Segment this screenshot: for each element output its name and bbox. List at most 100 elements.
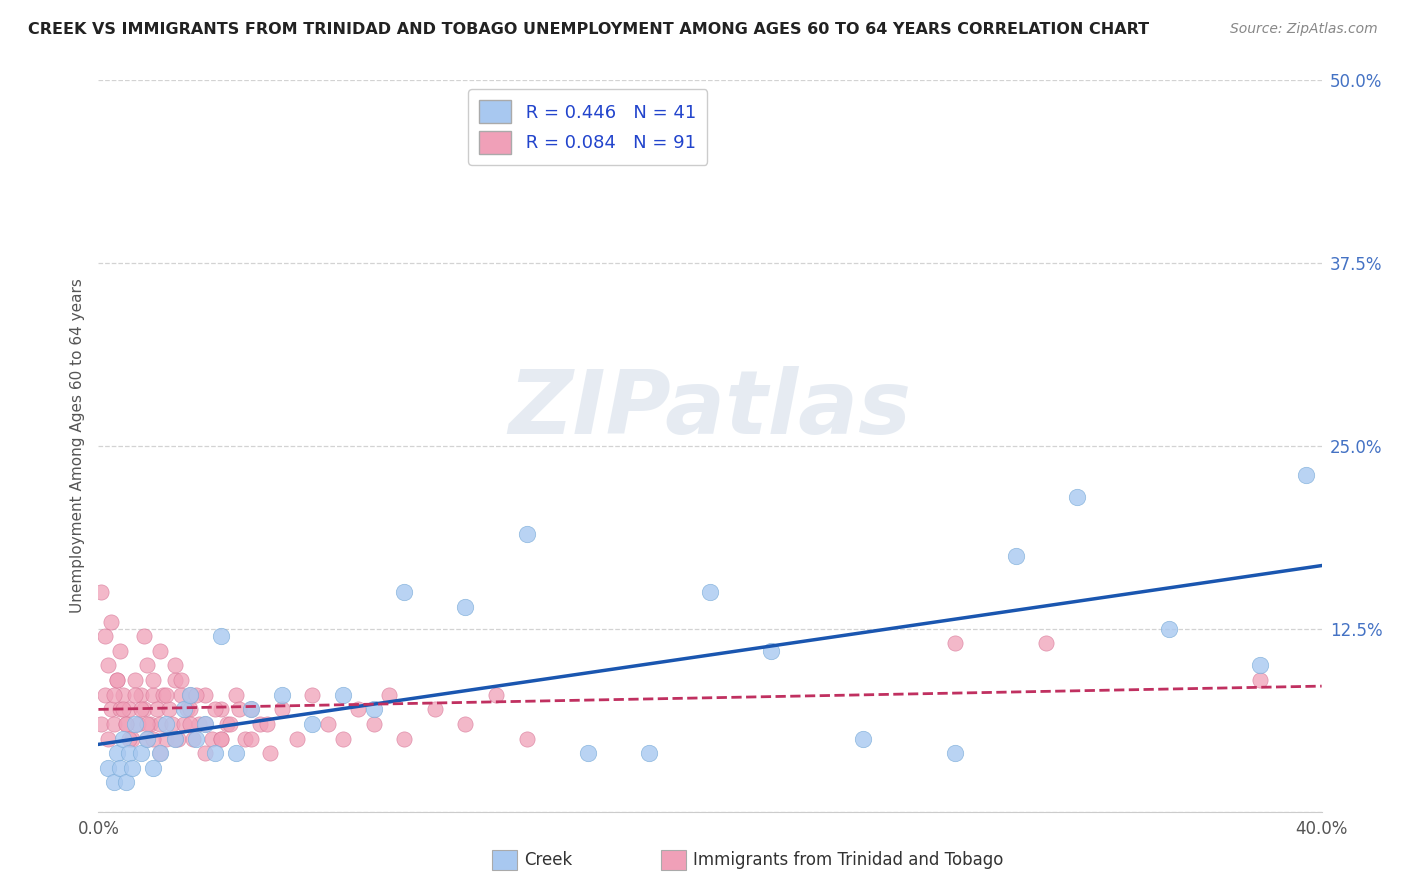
Point <box>209 629 232 643</box>
Point <box>699 585 721 599</box>
Point <box>209 731 232 746</box>
Point <box>129 702 152 716</box>
Point <box>105 673 128 687</box>
Text: Immigrants from Trinidad and Tobago: Immigrants from Trinidad and Tobago <box>693 851 1004 869</box>
Point <box>142 688 165 702</box>
Point <box>392 731 416 746</box>
Point <box>516 731 538 746</box>
Point <box>136 717 159 731</box>
Point <box>118 746 141 760</box>
Point <box>423 702 446 716</box>
Point <box>90 585 112 599</box>
Point <box>454 599 477 614</box>
Point <box>142 761 165 775</box>
Point <box>1249 673 1271 687</box>
Point <box>186 688 208 702</box>
Point <box>121 761 143 775</box>
Point <box>204 746 226 760</box>
Point <box>179 688 201 702</box>
Point <box>179 702 201 716</box>
Point <box>139 717 162 731</box>
Point <box>163 658 186 673</box>
Point <box>332 731 354 746</box>
Point <box>149 746 172 760</box>
Point <box>301 717 323 731</box>
Point <box>233 731 256 746</box>
Point <box>108 702 131 716</box>
Point <box>219 717 242 731</box>
Point <box>100 615 122 629</box>
Text: Creek: Creek <box>524 851 572 869</box>
Point <box>157 702 180 716</box>
Point <box>516 526 538 541</box>
Point <box>118 702 141 716</box>
Point <box>194 717 217 731</box>
Point <box>170 688 193 702</box>
Point <box>134 629 156 643</box>
Point <box>129 688 152 702</box>
Point <box>285 731 308 746</box>
Point <box>186 731 208 746</box>
Point <box>127 717 149 731</box>
Point <box>249 717 271 731</box>
Point <box>97 658 120 673</box>
Point <box>240 702 263 716</box>
Point <box>115 775 138 789</box>
Point <box>136 731 159 746</box>
Point <box>97 731 120 746</box>
Point <box>943 746 966 760</box>
Point <box>124 673 146 687</box>
Point <box>759 644 782 658</box>
Point <box>118 731 141 746</box>
Point <box>103 717 125 731</box>
Point <box>111 702 134 716</box>
Point <box>188 717 211 731</box>
Point <box>363 717 385 731</box>
Point <box>173 717 195 731</box>
Point <box>637 746 661 760</box>
Point <box>256 717 278 731</box>
Point <box>485 688 508 702</box>
Point <box>215 717 238 731</box>
Point <box>228 702 250 716</box>
Point <box>1157 622 1180 636</box>
Point <box>167 731 190 746</box>
Point <box>454 717 477 731</box>
Point <box>129 746 152 760</box>
Point <box>111 731 134 746</box>
Point <box>332 688 354 702</box>
Point <box>108 644 131 658</box>
Point <box>1295 468 1317 483</box>
Point <box>1035 636 1057 650</box>
Point <box>173 702 195 716</box>
Point <box>115 717 138 731</box>
Point <box>301 688 323 702</box>
Point <box>105 746 128 760</box>
Point <box>136 731 159 746</box>
Point <box>943 636 966 650</box>
Point <box>142 731 165 746</box>
Point <box>194 688 217 702</box>
Point <box>270 702 292 716</box>
Point <box>204 702 226 716</box>
Point <box>240 702 263 716</box>
Point <box>163 731 186 746</box>
Point <box>155 731 177 746</box>
Point <box>179 717 201 731</box>
Point <box>93 688 115 702</box>
Point <box>176 702 198 716</box>
Point <box>149 644 172 658</box>
Point <box>124 717 146 731</box>
Point <box>194 746 217 760</box>
Point <box>163 673 186 687</box>
Point <box>103 775 125 789</box>
Point <box>240 731 263 746</box>
Point <box>134 702 156 716</box>
Point <box>103 688 125 702</box>
Point <box>152 688 174 702</box>
Point <box>121 731 143 746</box>
Point <box>852 731 875 746</box>
Point <box>194 717 217 731</box>
Point <box>97 761 120 775</box>
Text: ZIPatlas: ZIPatlas <box>509 366 911 453</box>
